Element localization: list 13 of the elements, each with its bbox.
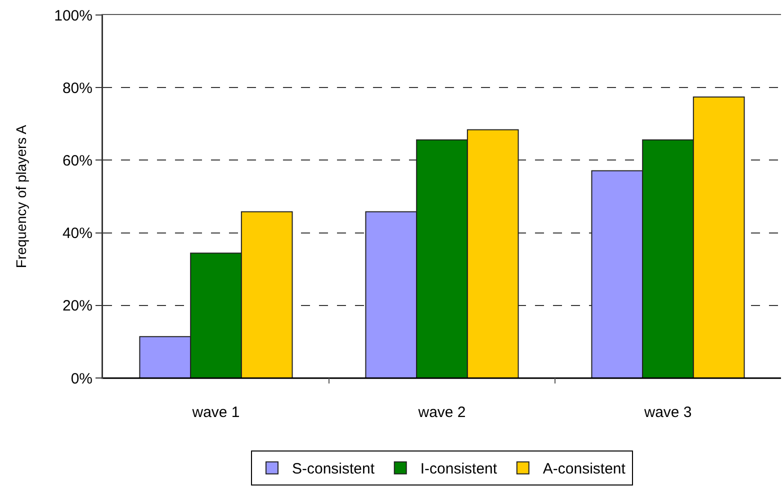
y-tick-label: 20% [62, 298, 92, 315]
x-tick-label: wave 1 [191, 404, 240, 421]
y-tick-label: 60% [62, 152, 92, 170]
x-tick-label: wave 2 [417, 404, 466, 421]
y-tick-label: 100% [54, 7, 92, 24]
y-tick-label: 40% [62, 225, 92, 242]
legend-label: S-consistent [292, 460, 376, 478]
y-tick-label: 80% [62, 80, 92, 97]
legend-label: I-consistent [420, 460, 498, 478]
y-tick-label: 0% [70, 370, 92, 388]
legend-label: A-consistent [542, 460, 626, 478]
y-axis-title: Frequency of players A [12, 124, 29, 268]
x-tick-label: wave 3 [643, 404, 692, 421]
